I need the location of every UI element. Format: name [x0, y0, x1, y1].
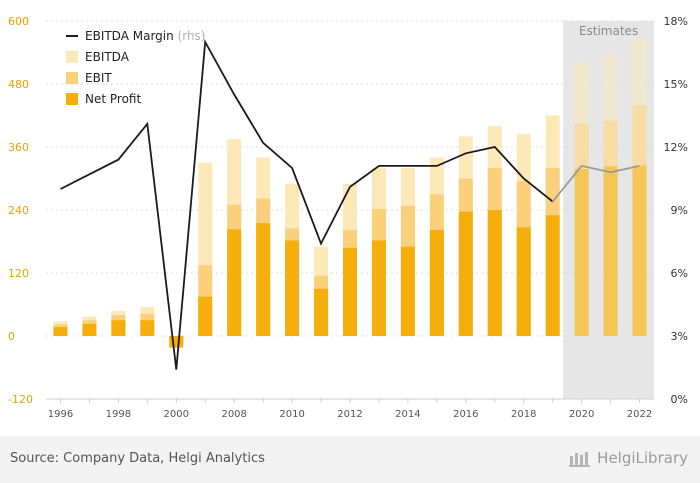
- bar-net-profit: [227, 229, 242, 336]
- y-tick-label: 480: [8, 78, 29, 91]
- y2-tick-label: 0%: [671, 393, 688, 406]
- bar-net-profit: [53, 327, 68, 336]
- bar-net-profit: [371, 240, 386, 336]
- forecast-label: Estimates: [579, 24, 638, 38]
- y-tick-label: 0: [8, 330, 15, 343]
- brand-name: HelgiLibrary: [597, 449, 688, 467]
- bar-net-profit: [429, 229, 444, 336]
- legend-label: EBITDA Margin (rhs): [85, 29, 206, 43]
- y2-tick-label: 3%: [671, 330, 688, 343]
- x-tick-label: 2010: [279, 409, 304, 420]
- bar-net-profit: [169, 336, 184, 348]
- x-tick-label: 2000: [164, 409, 189, 420]
- y-tick-label: 120: [8, 267, 29, 280]
- bar-net-profit: [400, 246, 415, 336]
- bar-net-profit: [545, 215, 560, 336]
- legend-suffix: (rhs): [174, 29, 206, 43]
- x-tick-label: 2012: [337, 409, 362, 420]
- y2-tick-label: 6%: [671, 267, 688, 280]
- legend-label: EBITDA: [85, 50, 130, 64]
- footer: Source: Company Data, Helgi Analytics He…: [0, 436, 700, 483]
- bar-net-profit: [198, 296, 213, 336]
- bar-net-profit: [343, 247, 357, 336]
- x-tick-label: 1996: [48, 409, 73, 420]
- bar-net-profit: [111, 320, 126, 336]
- y-tick-label: 360: [8, 141, 29, 154]
- chart: Estimates -120 0 120 240 360 480 600 0% 3% 6% 9% 12%…: [8, 15, 688, 420]
- y-tick-label: 240: [8, 204, 29, 217]
- source-text: Source: Company Data, Helgi Analytics: [10, 451, 265, 466]
- bar-net-profit: [82, 323, 97, 336]
- legend-swatch: [66, 93, 78, 105]
- line-ebitda-margin-forecast: [552, 164, 640, 203]
- legend-swatch: [66, 72, 78, 84]
- bar-net-profit: [516, 227, 531, 336]
- x-tick-label: 2020: [569, 409, 594, 420]
- legend-swatch: [66, 51, 78, 63]
- y2-tick-label: 18%: [664, 15, 688, 28]
- library-icon: [569, 452, 591, 467]
- bar-net-profit: [256, 223, 271, 336]
- x-tick-label: 1998: [106, 409, 131, 420]
- bar-net-profit: [458, 211, 473, 336]
- x-tick-label: 2008: [221, 409, 246, 420]
- legend-label: EBIT: [85, 71, 112, 85]
- bar-net-profit: [574, 169, 589, 336]
- bar-net-profit: [285, 240, 300, 336]
- brand-logo: HelgiLibrary: [569, 449, 688, 467]
- legend-label: Net Profit: [85, 92, 141, 106]
- x-tick-label: 2014: [395, 409, 420, 420]
- bar-net-profit: [632, 165, 647, 336]
- bar-net-profit: [487, 210, 502, 336]
- line-ebitda-margin: [60, 38, 554, 370]
- y2-tick-label: 15%: [664, 78, 688, 91]
- bar-net-profit: [603, 166, 618, 336]
- x-tick-label: 2016: [453, 409, 478, 420]
- bar-net-profit: [314, 288, 329, 336]
- y-tick-label: -120: [8, 393, 33, 406]
- y-tick-label: 600: [8, 15, 29, 28]
- bar-net-profit: [140, 320, 155, 336]
- y2-tick-label: 12%: [664, 141, 688, 154]
- x-tick-label: 2018: [511, 409, 536, 420]
- x-tick-label: 2022: [627, 409, 652, 420]
- y2-tick-label: 9%: [671, 204, 688, 217]
